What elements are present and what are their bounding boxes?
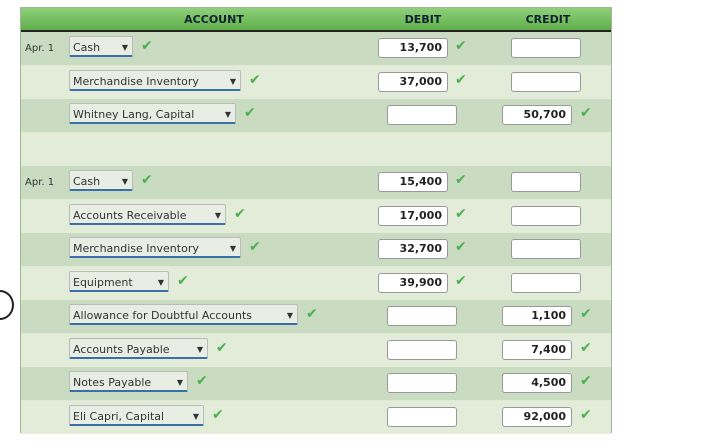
date-label: Apr. 1: [25, 177, 55, 188]
account-dropdown[interactable]: Accounts Receivable ▼: [69, 203, 226, 225]
table-row: Allowance for Doubtful Accounts ▼ ✔ 1,100 ✔: [21, 300, 611, 333]
dropdown-arrow-icon: ▼: [229, 244, 236, 253]
credit-input[interactable]: 7,400: [502, 339, 572, 360]
credit-input[interactable]: [511, 272, 581, 293]
dropdown-arrow-icon: ▼: [192, 411, 199, 421]
table-row: Notes Payable ▼ ✔ 4,500 ✔: [21, 367, 611, 400]
dropdown-arrow-icon: ▼: [224, 110, 231, 119]
account-value: Equipment: [73, 275, 133, 289]
debit-input[interactable]: 39,900: [378, 272, 448, 293]
check-icon: ✔: [455, 272, 467, 289]
account-dropdown[interactable]: Notes Payable ▼: [69, 371, 188, 392]
credit-input[interactable]: [511, 205, 581, 226]
credit-input[interactable]: [511, 172, 581, 192]
account-dropdown[interactable]: Whitney Lang, Capital ▼: [69, 103, 236, 124]
account-dropdown[interactable]: Equipment ▼: [69, 270, 169, 292]
check-icon: ✔: [141, 172, 153, 188]
credit-input[interactable]: 50,700: [502, 105, 572, 125]
check-icon: ✔: [177, 272, 189, 289]
account-value: Notes Payable: [73, 376, 152, 389]
table-row: Whitney Lang, Capital ▼ ✔ 50,700 ✔: [21, 99, 611, 132]
account-dropdown[interactable]: Cash ▼: [69, 170, 133, 191]
table-row: Merchandise Inventory ▼ ✔ 37,000 ✔: [21, 65, 611, 99]
table-row: Eli Capri, Capital ▼ ✔ 92,000 ✔: [21, 400, 611, 434]
account-dropdown[interactable]: Cash ▼: [69, 36, 133, 57]
account-value: Cash: [73, 175, 101, 188]
account-dropdown[interactable]: Merchandise Inventory ▼: [69, 69, 241, 91]
check-icon: ✔: [455, 172, 467, 188]
table-header: ACCOUNT DEBIT CREDIT: [21, 8, 611, 32]
account-value: Cash: [73, 41, 101, 54]
dropdown-arrow-icon: ▼: [214, 210, 221, 220]
dropdown-arrow-icon: ▼: [121, 177, 128, 186]
table-row: Accounts Receivable ▼ ✔ 17,000 ✔: [21, 199, 611, 233]
credit-input[interactable]: 4,500: [502, 373, 572, 393]
account-value: Accounts Payable: [73, 342, 170, 356]
debit-input[interactable]: 15,400: [378, 172, 448, 192]
account-value: Merchandise Inventory: [73, 242, 199, 255]
account-value: Accounts Receivable: [73, 208, 187, 222]
check-icon: ✔: [306, 306, 318, 322]
debit-input[interactable]: 17,000: [378, 205, 448, 226]
header-debit: DEBIT: [404, 13, 442, 26]
table-row: Apr. 1 Cash ▼ ✔ 13,700 ✔: [21, 32, 611, 65]
dropdown-arrow-icon: ▼: [229, 76, 236, 86]
dropdown-arrow-icon: ▼: [176, 378, 183, 387]
dropdown-arrow-icon: ▼: [121, 43, 128, 52]
check-icon: ✔: [249, 239, 261, 255]
credit-input[interactable]: 1,100: [502, 306, 572, 326]
partial-circle-icon: [0, 290, 14, 320]
check-icon: ✔: [141, 38, 153, 54]
spacer-row: [21, 132, 611, 166]
account-dropdown[interactable]: Eli Capri, Capital ▼: [69, 404, 204, 426]
credit-input[interactable]: [511, 38, 581, 58]
check-icon: ✔: [580, 373, 592, 389]
account-dropdown[interactable]: Accounts Payable ▼: [69, 337, 208, 359]
account-value: Eli Capri, Capital: [73, 409, 165, 423]
account-dropdown[interactable]: Merchandise Inventory ▼: [69, 237, 241, 258]
table-row: Equipment ▼ ✔ 39,900 ✔: [21, 266, 611, 300]
header-credit: CREDIT: [525, 13, 571, 26]
dropdown-arrow-icon: ▼: [196, 344, 203, 354]
debit-input[interactable]: 13,700: [378, 38, 448, 58]
check-icon: ✔: [455, 38, 467, 54]
header-account: ACCOUNT: [184, 13, 244, 26]
check-icon: ✔: [196, 373, 208, 389]
account-value: Whitney Lang, Capital: [73, 108, 195, 121]
debit-input[interactable]: [387, 339, 457, 360]
debit-input[interactable]: 32,700: [378, 239, 448, 259]
check-icon: ✔: [580, 406, 592, 423]
dropdown-arrow-icon: ▼: [157, 277, 164, 287]
journal-entry-table: ACCOUNT DEBIT CREDIT Apr. 1 Cash ▼ ✔ 13,700 ✔…: [20, 7, 612, 434]
check-icon: ✔: [455, 239, 467, 255]
check-icon: ✔: [249, 71, 261, 88]
credit-input[interactable]: [511, 239, 581, 259]
check-icon: ✔: [244, 105, 256, 121]
date-label: Apr. 1: [25, 43, 55, 54]
check-icon: ✔: [212, 406, 224, 423]
account-value: Merchandise Inventory: [73, 74, 199, 88]
check-icon: ✔: [455, 71, 467, 88]
dropdown-arrow-icon: ▼: [286, 311, 293, 320]
check-icon: ✔: [580, 105, 592, 121]
credit-input[interactable]: [511, 71, 581, 92]
debit-input[interactable]: [387, 306, 457, 326]
credit-input[interactable]: 92,000: [502, 406, 572, 427]
account-dropdown[interactable]: Allowance for Doubtful Accounts ▼: [69, 304, 298, 325]
debit-input[interactable]: [387, 105, 457, 125]
account-value: Allowance for Doubtful Accounts: [73, 309, 253, 322]
debit-input[interactable]: 37,000: [378, 71, 448, 92]
check-icon: ✔: [234, 205, 246, 222]
table-row: Apr. 1 Cash ▼ ✔ 15,400 ✔: [21, 166, 611, 199]
debit-input[interactable]: [387, 373, 457, 393]
check-icon: ✔: [580, 306, 592, 322]
check-icon: ✔: [455, 205, 467, 222]
table-row: Merchandise Inventory ▼ ✔ 32,700 ✔: [21, 233, 611, 266]
check-icon: ✔: [216, 339, 228, 356]
debit-input[interactable]: [387, 406, 457, 427]
check-icon: ✔: [580, 339, 592, 356]
table-row: Accounts Payable ▼ ✔ 7,400 ✔: [21, 333, 611, 367]
